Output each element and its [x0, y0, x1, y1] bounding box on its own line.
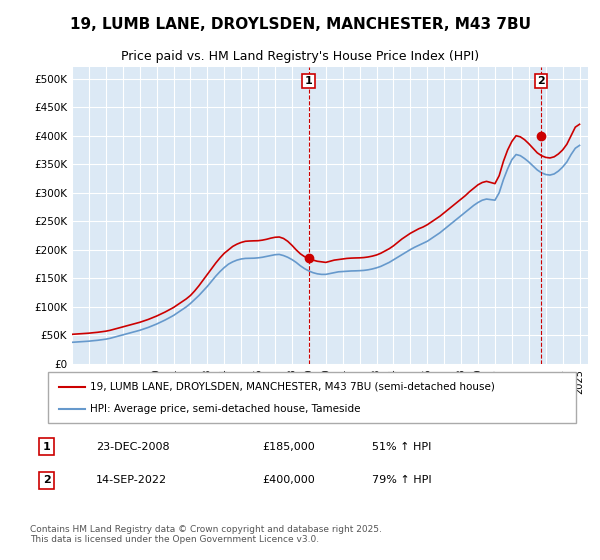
- Text: Price paid vs. HM Land Registry's House Price Index (HPI): Price paid vs. HM Land Registry's House …: [121, 50, 479, 63]
- Text: Contains HM Land Registry data © Crown copyright and database right 2025.
This d: Contains HM Land Registry data © Crown c…: [30, 525, 382, 544]
- Text: 2: 2: [43, 475, 50, 485]
- Text: 51% ↑ HPI: 51% ↑ HPI: [372, 442, 431, 451]
- Text: 2: 2: [537, 76, 545, 86]
- Text: 19, LUMB LANE, DROYLSDEN, MANCHESTER, M43 7BU: 19, LUMB LANE, DROYLSDEN, MANCHESTER, M4…: [70, 17, 530, 32]
- Text: £400,000: £400,000: [262, 475, 314, 485]
- Text: 19, LUMB LANE, DROYLSDEN, MANCHESTER, M43 7BU (semi-detached house): 19, LUMB LANE, DROYLSDEN, MANCHESTER, M4…: [90, 381, 495, 391]
- Text: 1: 1: [43, 442, 50, 451]
- Text: 79% ↑ HPI: 79% ↑ HPI: [372, 475, 432, 485]
- Text: 1: 1: [305, 76, 313, 86]
- Text: 23-DEC-2008: 23-DEC-2008: [96, 442, 170, 451]
- Text: HPI: Average price, semi-detached house, Tameside: HPI: Average price, semi-detached house,…: [90, 404, 361, 414]
- Text: 14-SEP-2022: 14-SEP-2022: [96, 475, 167, 485]
- FancyBboxPatch shape: [48, 372, 576, 423]
- Text: £185,000: £185,000: [262, 442, 314, 451]
